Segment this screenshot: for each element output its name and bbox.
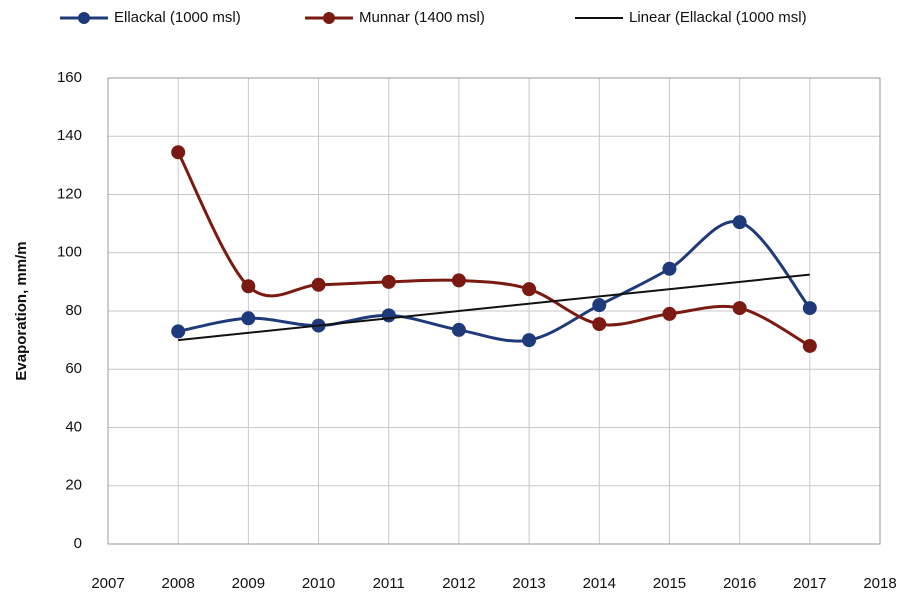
series-line: [178, 273, 810, 342]
data-point: [592, 317, 607, 332]
series-line: [177, 220, 811, 343]
data-point: [381, 308, 396, 323]
x-tick-label: 2016: [723, 575, 756, 592]
data-point: [451, 322, 466, 337]
data-point: [522, 282, 537, 297]
legend-label: Linear (Ellackal (1000 msl): [629, 9, 807, 26]
data-point: [802, 338, 817, 353]
x-tick-label: 2010: [302, 575, 335, 592]
plot-border: [107, 77, 881, 545]
series-line: [176, 151, 811, 348]
data-point: [241, 311, 256, 326]
data-point: [662, 306, 677, 321]
data-point: [171, 145, 186, 160]
y-tick-label: 0: [74, 535, 82, 552]
data-point: [381, 274, 396, 289]
data-point: [311, 277, 326, 292]
y-tick-label: 40: [65, 418, 82, 435]
x-tick-label: 2015: [653, 575, 686, 592]
x-tick-label: 2008: [161, 575, 194, 592]
y-tick-label: 120: [57, 185, 82, 202]
y-tick-label: 60: [65, 360, 82, 377]
legend-marker: [78, 12, 90, 24]
x-tick-label: 2011: [373, 575, 405, 592]
x-tick-label: 2017: [793, 575, 826, 592]
y-tick-label: 80: [65, 302, 82, 319]
x-tick-label: 2013: [512, 575, 545, 592]
data-point: [241, 279, 256, 294]
data-point: [732, 301, 747, 316]
legend-label: Munnar (1400 msl): [359, 9, 485, 26]
y-tick-label: 160: [57, 69, 82, 86]
y-tick-label: 100: [57, 244, 82, 261]
data-point: [732, 215, 747, 230]
data-point: [451, 273, 466, 288]
x-tick-label: 2007: [91, 575, 124, 592]
data-point: [522, 333, 537, 348]
x-tick-label: 2009: [232, 575, 265, 592]
data-point: [592, 298, 607, 313]
legend-marker: [323, 12, 335, 24]
y-tick-label: 140: [57, 127, 82, 144]
x-tick-label: 2014: [583, 575, 616, 592]
x-tick-label: 2018: [863, 575, 896, 592]
data-point: [171, 324, 186, 339]
legend-label: Ellackal (1000 msl): [114, 9, 241, 26]
y-tick-label: 20: [65, 477, 82, 494]
data-point: [662, 261, 677, 276]
x-tick-label: 2012: [442, 575, 475, 592]
y-axis-label: Evaporation, mm/m: [13, 241, 30, 380]
data-point: [802, 301, 817, 316]
